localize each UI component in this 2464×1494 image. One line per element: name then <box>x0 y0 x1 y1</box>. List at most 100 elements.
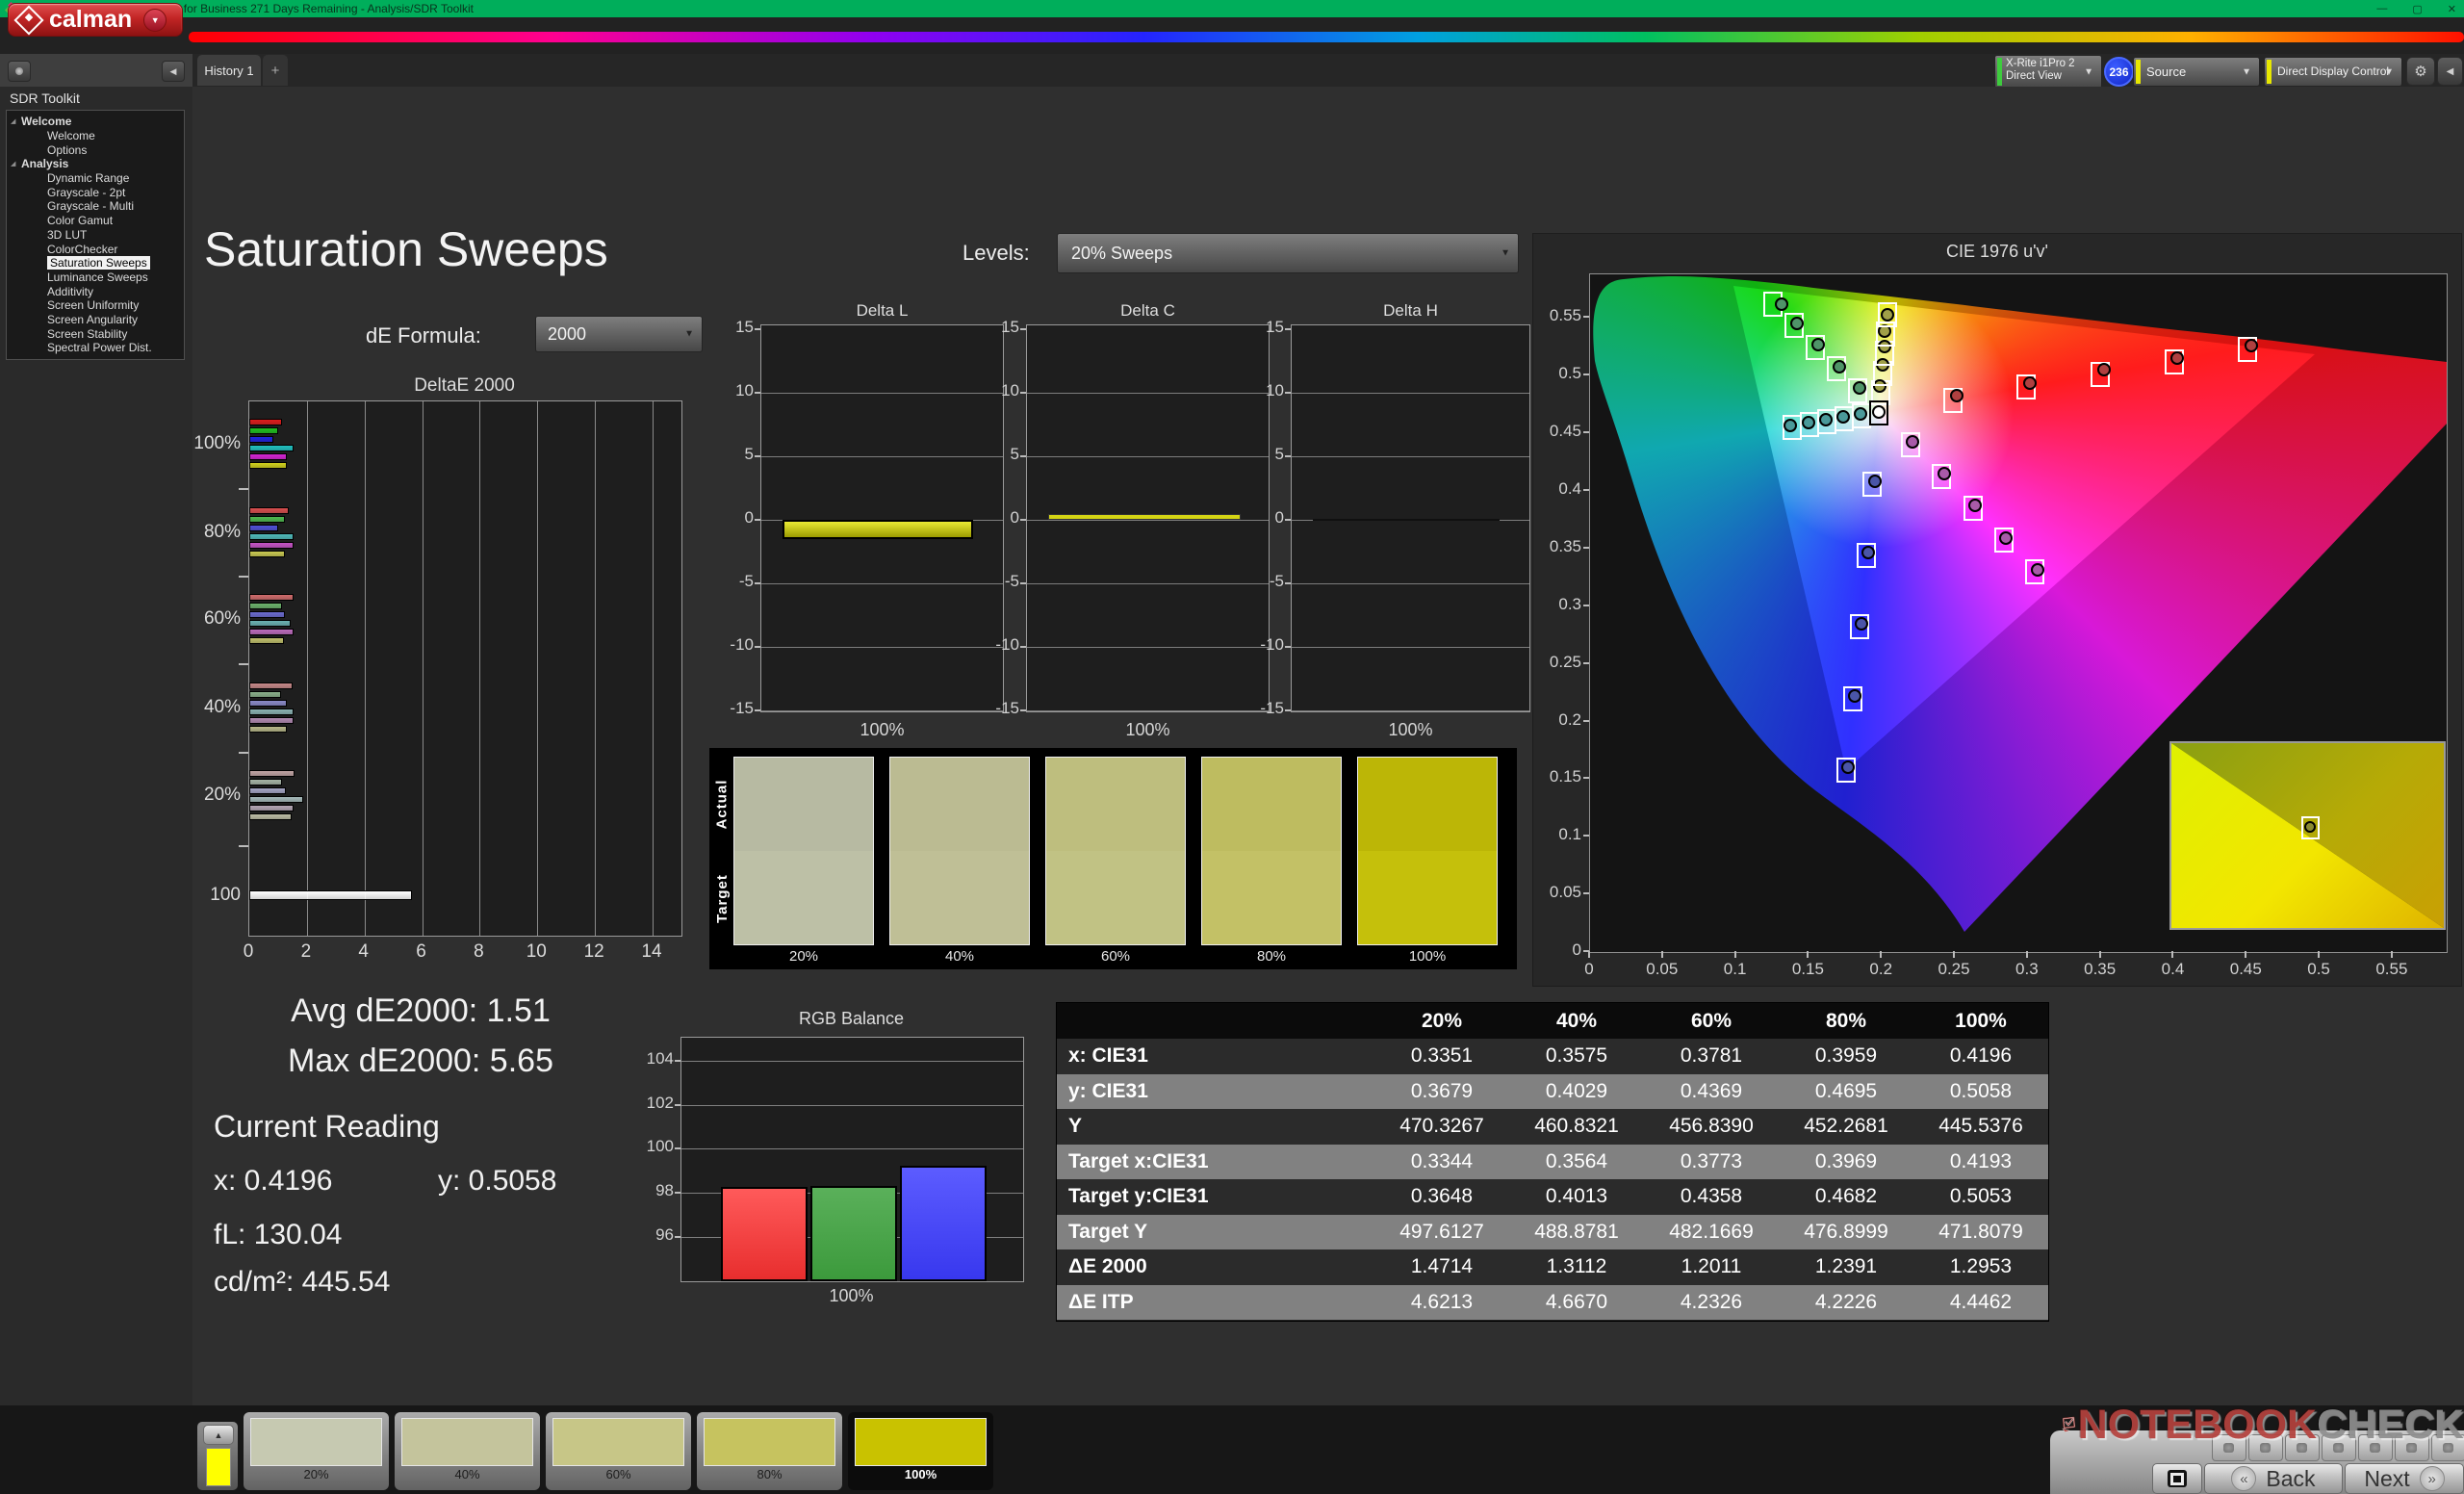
axis-tick <box>675 1236 680 1238</box>
pattern-thumb-60[interactable]: 60% <box>546 1412 691 1490</box>
axis-tick <box>239 751 248 754</box>
category-label-60: 60% <box>203 608 241 629</box>
bar-yellow-20 <box>249 813 292 820</box>
minimize-icon[interactable]: — <box>2376 3 2388 14</box>
current-cdm2: cd/m²: 445.54 <box>214 1266 391 1298</box>
sidebar-item-additivity[interactable]: Additivity <box>7 284 184 298</box>
swatch-level-label: 80% <box>1256 948 1287 965</box>
sidebar-item-colorchecker[interactable]: ColorChecker <box>7 242 184 256</box>
cie-chart-title: CIE 1976 u'v' <box>1946 242 2048 261</box>
mini-button-6[interactable] <box>2395 1434 2429 1461</box>
y-tick-label: 5 <box>744 445 754 463</box>
source-dropdown[interactable]: Source ▼ <box>2133 57 2260 87</box>
sidebar-item-label: Grayscale - Multi <box>47 199 135 214</box>
sidebar-item-3d-lut[interactable]: 3D LUT <box>7 228 184 243</box>
cie-measured-point <box>1938 467 1951 480</box>
sidebar-item-screen-stability[interactable]: Screen Stability <box>7 326 184 341</box>
mini-button-5[interactable] <box>2358 1434 2393 1461</box>
cie-x-tick-label: 0.05 <box>1646 960 1679 978</box>
sidebar-item-grayscale-2pt[interactable]: Grayscale - 2pt <box>7 185 184 199</box>
axis-tick <box>239 576 248 578</box>
mini-button-7[interactable] <box>2431 1434 2464 1461</box>
add-tab-button[interactable]: + <box>263 55 288 86</box>
cie-target-square <box>1901 432 1920 457</box>
sidebar-item-analysis[interactable]: ◢ Analysis <box>7 157 184 171</box>
axis-tick <box>1583 546 1589 549</box>
bar-cyan-40 <box>249 708 295 715</box>
sidebar-item-color-gamut[interactable]: Color Gamut <box>7 214 184 228</box>
sidebar-item-saturation-sweeps[interactable]: Saturation Sweeps <box>7 256 184 270</box>
table-row-label: Target Y <box>1068 1220 1148 1243</box>
pattern-thumb-20[interactable]: 20% <box>244 1412 389 1490</box>
pattern-thumb-80[interactable]: 80% <box>697 1412 842 1490</box>
next-button[interactable]: Next » <box>2345 1463 2464 1494</box>
mini-button-1[interactable] <box>2212 1434 2246 1461</box>
pattern-scroll-tile: ▲ <box>197 1422 238 1490</box>
delta-bar <box>783 520 973 539</box>
sidebar-item-welcome[interactable]: Welcome <box>7 129 184 143</box>
mini-button-3[interactable] <box>2285 1434 2320 1461</box>
sidebar-item-luminance-sweeps[interactable]: Luminance Sweeps <box>7 270 184 285</box>
sidebar-item-dynamic-range[interactable]: Dynamic Range <box>7 171 184 186</box>
de-formula-dropdown[interactable]: 2000 ▼ <box>535 316 703 352</box>
sidebar-item-options[interactable]: Options <box>7 142 184 157</box>
collapse-sidebar-icon[interactable]: ◀ <box>162 61 185 82</box>
gridline <box>537 401 539 936</box>
swatch-actual-40 <box>890 758 1029 851</box>
cie-plot <box>1589 273 2448 953</box>
maximize-icon[interactable]: ▢ <box>2412 3 2423 15</box>
sidebar-item-spectral-power-dist[interactable]: Spectral Power Dist. <box>7 341 184 355</box>
y-tick-label: 15 <box>735 318 754 336</box>
gridline <box>761 583 1003 584</box>
mini-button-4[interactable] <box>2322 1434 2356 1461</box>
sidebar-item-grayscale-multi[interactable]: Grayscale - Multi <box>7 199 184 214</box>
gridline <box>681 1148 1023 1149</box>
workflow-dot-button[interactable] <box>8 61 31 82</box>
meter-count-badge[interactable]: 236 <box>2104 57 2134 87</box>
tree-expander-icon[interactable]: ◢ <box>11 161 16 168</box>
table-row-label: x: CIE31 <box>1068 1044 1148 1068</box>
pattern-thumb-100[interactable]: 100% <box>848 1412 993 1490</box>
sidebar-item-screen-uniformity[interactable]: Screen Uniformity <box>7 298 184 313</box>
sidebar-item-welcome[interactable]: ◢ Welcome <box>7 115 184 129</box>
cie-target-square <box>1857 543 1876 568</box>
table-row-y-cie31: y: CIE31 0.3679 0.4029 0.4369 0.4695 0.5058 <box>1057 1073 2048 1109</box>
meter-dropdown[interactable]: X-Rite i1Pro 2 Direct View ▼ <box>1994 55 2102 89</box>
sidebar-item-screen-angularity[interactable]: Screen Angularity <box>7 313 184 327</box>
scroll-up-icon[interactable]: ▲ <box>203 1425 234 1445</box>
tree-expander-icon[interactable]: ◢ <box>11 118 16 125</box>
levels-dropdown[interactable]: 20% Sweeps ▼ <box>1057 233 1519 273</box>
axis-tick <box>1020 392 1026 394</box>
table-cell: 0.3679 <box>1410 1079 1474 1102</box>
close-icon[interactable]: ✕ <box>2447 3 2456 15</box>
axis-tick <box>1583 431 1589 434</box>
table-row-e-2000: ΔE 2000 1.4714 1.3112 1.2011 1.2391 1.2953 <box>1057 1249 2048 1285</box>
collapse-panel-icon[interactable]: ◀ <box>2437 57 2463 86</box>
cie-measured-point <box>2245 339 2258 352</box>
y-tick-label: 96 <box>655 1225 674 1244</box>
y-tick-label: 104 <box>646 1049 674 1068</box>
pattern-thumb-40[interactable]: 40% <box>395 1412 540 1490</box>
back-button[interactable]: « Back <box>2204 1463 2343 1494</box>
table-cell: 1.2391 <box>1814 1255 1878 1278</box>
mini-button-glyph <box>2406 1443 2417 1453</box>
cie-measured-point <box>1853 381 1866 395</box>
stop-button[interactable] <box>2152 1463 2202 1494</box>
category-label-80: 80% <box>203 522 241 542</box>
pattern-thumb-swatch <box>704 1418 835 1466</box>
mini-button-2[interactable] <box>2248 1434 2283 1461</box>
x-tick-label: 0 <box>243 941 254 962</box>
settings-gear-icon[interactable]: ⚙ <box>2406 57 2435 86</box>
cie-y-tick-label: 0 <box>1572 940 1581 959</box>
rgb-xlabel: 100% <box>829 1286 874 1305</box>
navigation-panel: « Back Next » <box>2050 1430 2464 1494</box>
logo-menu-arrow-icon[interactable]: ▼ <box>143 8 167 32</box>
cie-target-square <box>1869 400 1888 425</box>
cie-target-square <box>1850 614 1869 639</box>
table-cell: 460.8321 <box>1534 1115 1619 1138</box>
table-cell: 452.2681 <box>1804 1115 1888 1138</box>
de-formula-label: dE Formula: <box>366 323 481 348</box>
display-control-dropdown[interactable]: Direct Display Control ▼ <box>2264 57 2402 87</box>
calman-logo-button[interactable]: calman ▼ <box>8 3 183 37</box>
tab-history-1[interactable]: History 1 <box>197 55 261 86</box>
